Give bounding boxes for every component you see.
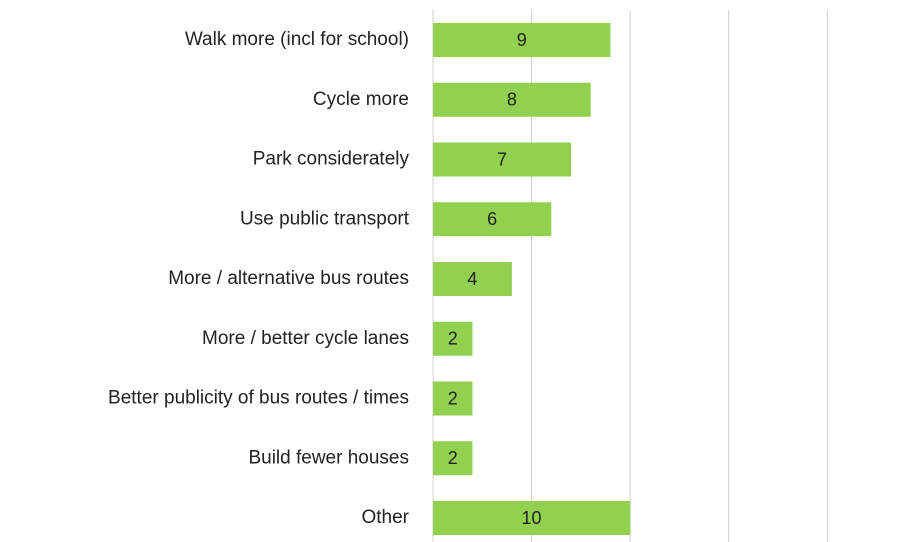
category-label: Walk more (incl for school) [185, 29, 409, 50]
value-label: 2 [448, 448, 458, 468]
value-label: 2 [448, 329, 458, 349]
category-label: Other [361, 507, 409, 528]
bar [433, 262, 512, 296]
category-label: Better publicity of bus routes / times [108, 388, 409, 409]
value-label: 4 [467, 269, 477, 289]
value-label: 2 [448, 388, 458, 408]
category-label: More / alternative bus routes [168, 268, 409, 289]
bar [433, 142, 571, 177]
bar [433, 321, 473, 356]
category-label: Park considerately [253, 149, 410, 170]
category-label: Cycle more [313, 89, 409, 110]
bar [433, 501, 631, 535]
bar [433, 82, 591, 117]
value-label: 6 [487, 209, 497, 229]
bar [433, 441, 473, 476]
value-label: 7 [497, 149, 507, 169]
value-label: 8 [507, 90, 517, 110]
value-label: 10 [522, 508, 542, 528]
value-label: 9 [517, 30, 527, 50]
category-label: More / better cycle lanes [202, 328, 409, 349]
category-label: Use public transport [240, 208, 410, 229]
bar [433, 23, 611, 57]
category-label: Build fewer houses [248, 447, 409, 468]
bar [433, 202, 552, 237]
bar [433, 381, 473, 416]
